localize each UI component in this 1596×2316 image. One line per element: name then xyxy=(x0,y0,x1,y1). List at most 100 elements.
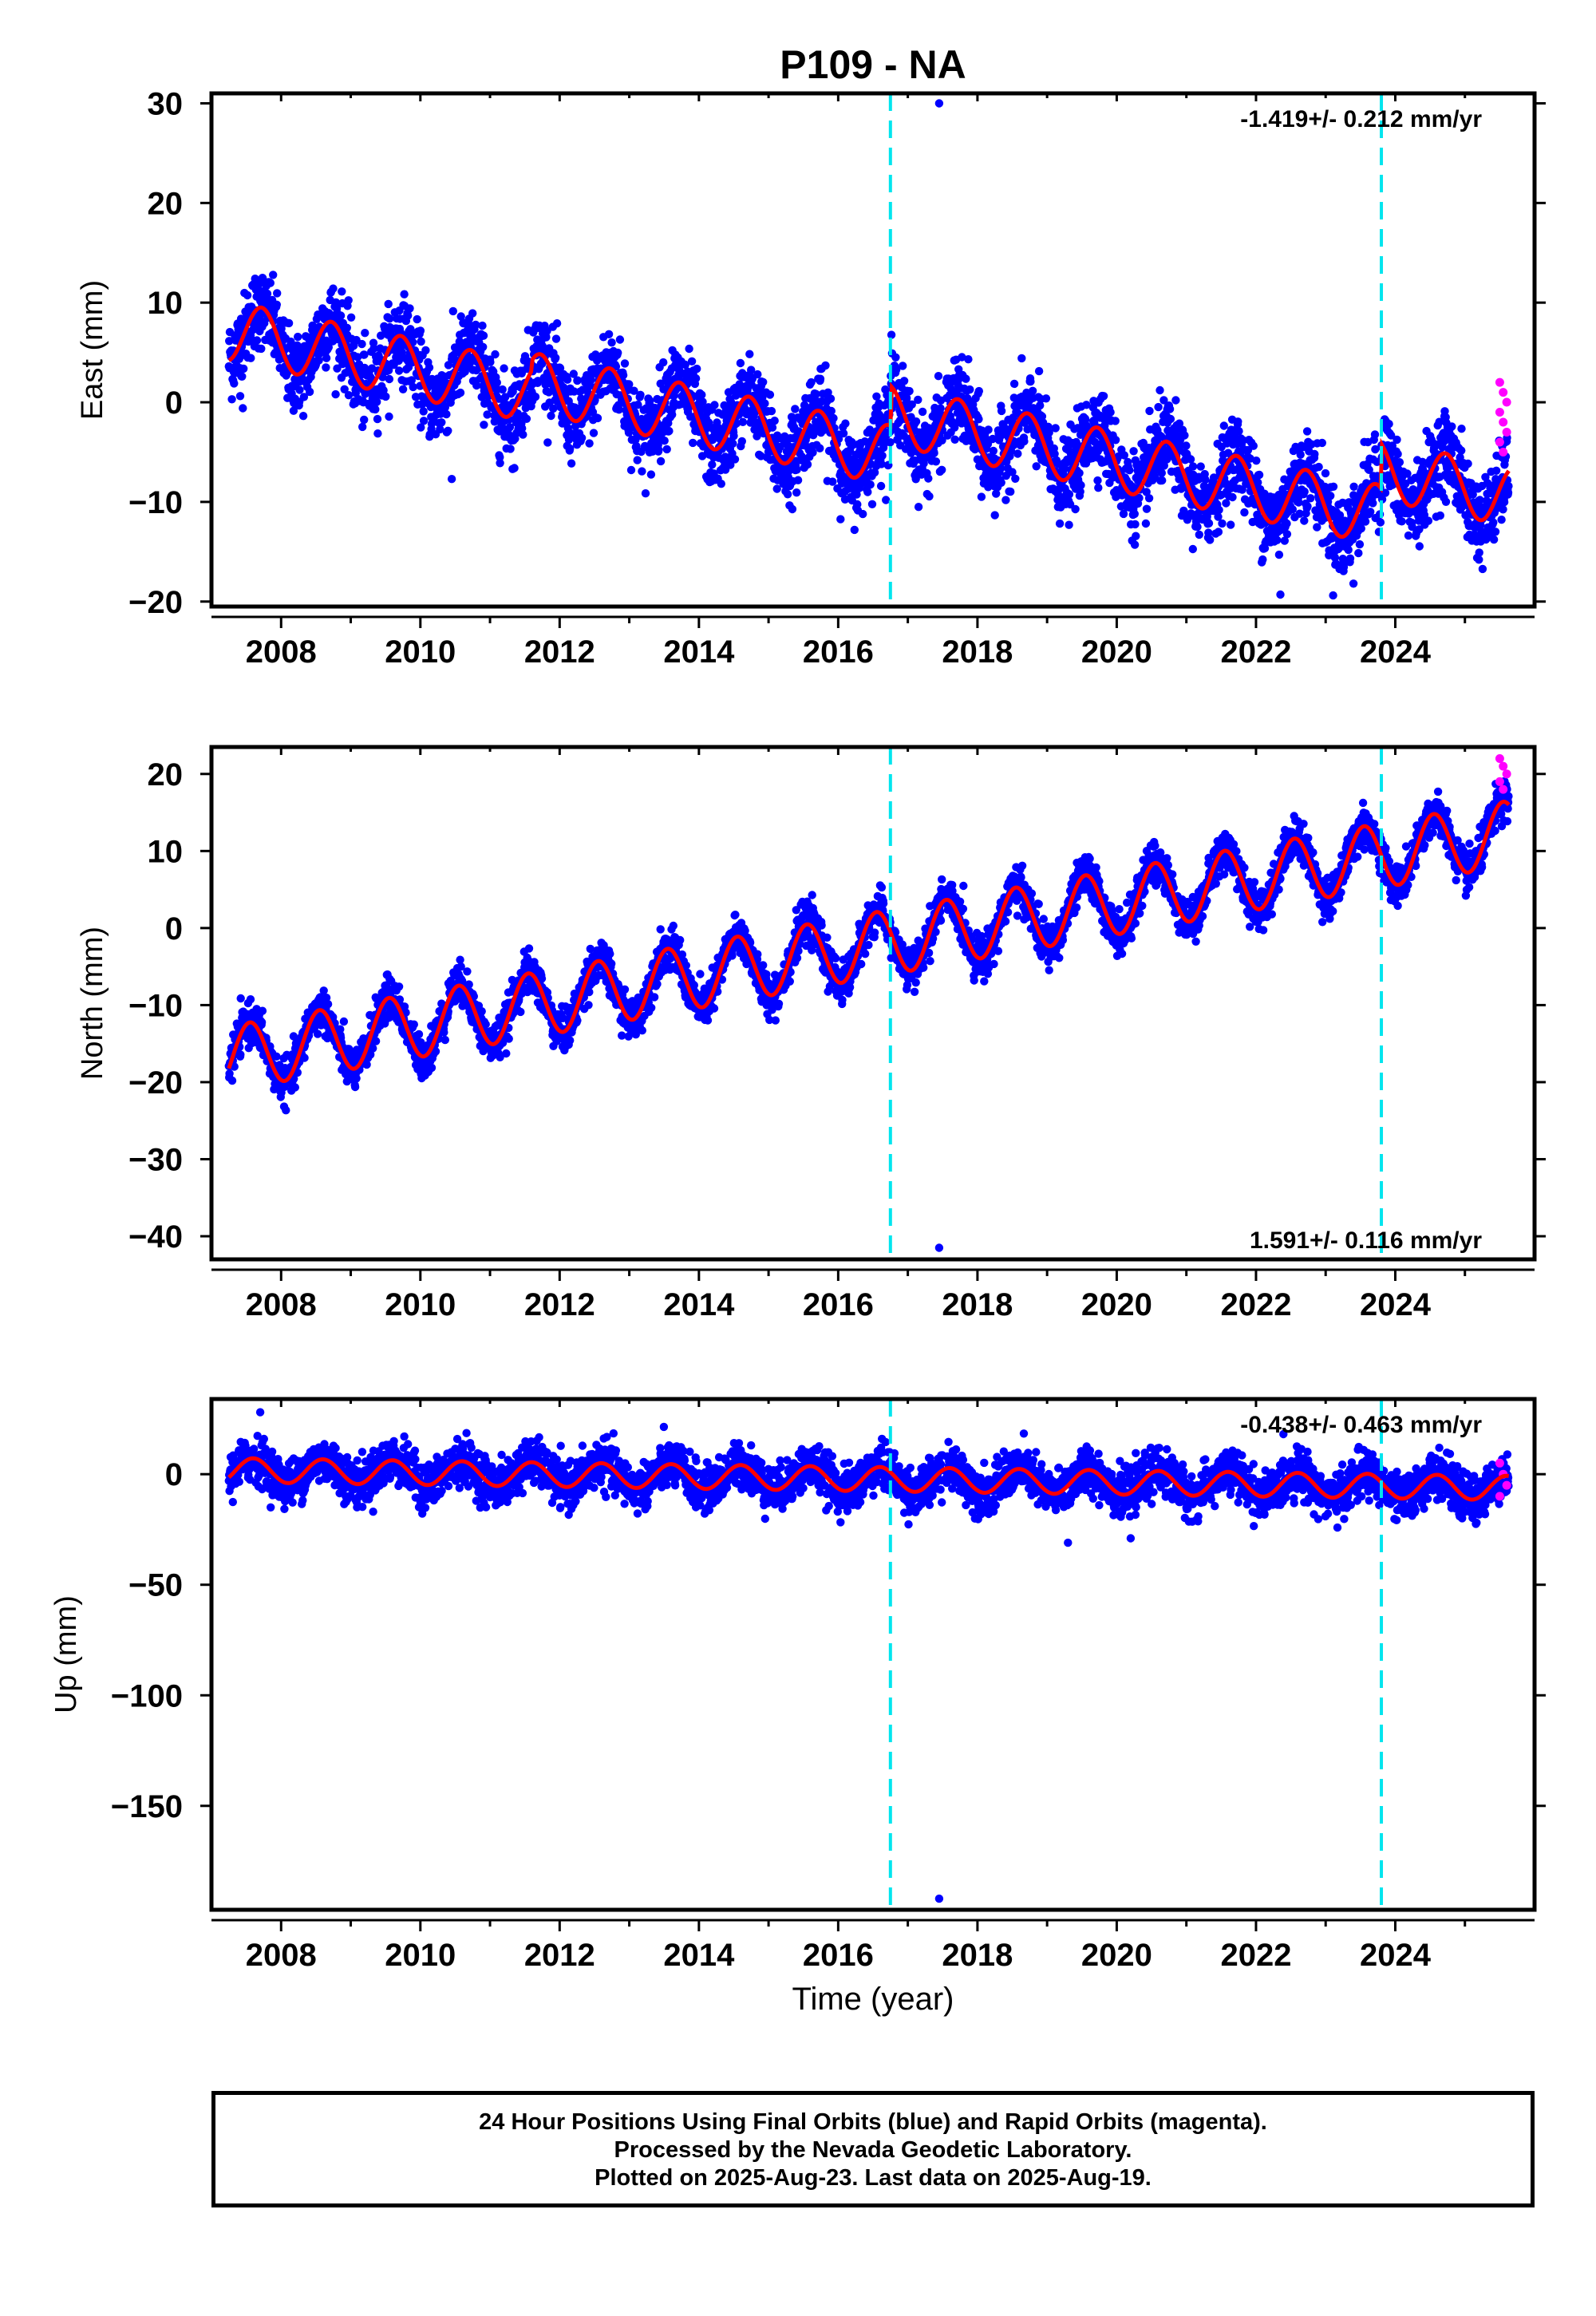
east-final-orbit-point xyxy=(566,444,575,453)
east-final-orbit-point xyxy=(404,311,413,320)
east-final-orbit-point xyxy=(1125,466,1134,475)
east-final-orbit-point xyxy=(496,453,504,462)
east-final-orbit-point xyxy=(865,425,875,434)
east-final-orbit-point xyxy=(1395,458,1404,467)
north-final-orbit-point xyxy=(339,1017,349,1026)
east-final-orbit-point xyxy=(1201,475,1210,484)
east-final-orbit-point xyxy=(552,319,562,328)
east-rapid-orbit-point xyxy=(1502,397,1511,407)
east-final-orbit-point xyxy=(456,388,465,397)
east-final-orbit-point xyxy=(506,445,515,453)
east-final-orbit-point xyxy=(1008,468,1017,476)
east-final-orbit-point xyxy=(417,423,425,432)
east-final-orbit-point xyxy=(662,445,671,454)
east-final-orbit-point xyxy=(1302,427,1312,436)
east-final-orbit-point xyxy=(1215,505,1223,515)
east-final-orbit-point xyxy=(1065,490,1074,499)
north-final-orbit-point xyxy=(394,982,404,991)
north-final-orbit-point xyxy=(227,1076,237,1085)
east-final-orbit-point xyxy=(931,457,941,466)
east-final-orbit-point xyxy=(547,411,555,421)
east-final-orbit-point xyxy=(1310,449,1319,459)
east-final-orbit-point xyxy=(930,449,938,457)
east-outlier-point xyxy=(934,99,944,108)
east-final-orbit-point xyxy=(284,318,294,328)
east-final-orbit-point xyxy=(448,306,457,316)
east-final-orbit-point xyxy=(1254,470,1264,480)
east-final-orbit-point xyxy=(1204,528,1213,537)
east-final-orbit-point xyxy=(870,468,879,477)
east-final-orbit-point xyxy=(824,388,832,397)
east-final-orbit-point xyxy=(950,435,959,444)
east-final-orbit-point xyxy=(593,413,602,423)
east-final-orbit-point xyxy=(665,426,674,436)
east-final-orbit-point xyxy=(1282,519,1291,528)
east-final-orbit-point xyxy=(344,391,354,400)
east-rapid-orbit-point xyxy=(1499,388,1508,397)
east-final-orbit-point xyxy=(974,415,983,424)
east-final-orbit-point xyxy=(1317,438,1327,448)
east-final-orbit-point xyxy=(373,397,381,406)
east-final-orbit-point xyxy=(710,401,719,409)
east-final-orbit-point xyxy=(872,392,881,401)
east-final-orbit-point xyxy=(753,370,762,379)
east-y-tick-label: 30 xyxy=(148,86,184,121)
east-final-orbit-point xyxy=(1300,516,1309,525)
east-final-orbit-point xyxy=(1227,520,1235,529)
east-velocity-label: -1.419+/- 0.212 mm/yr xyxy=(1240,106,1482,132)
east-final-orbit-point xyxy=(266,279,275,287)
east-final-orbit-point xyxy=(1017,354,1026,363)
east-final-orbit-point xyxy=(964,355,973,364)
figure-title: P109 - NA xyxy=(780,42,966,87)
east-final-orbit-point xyxy=(549,404,558,413)
east-final-orbit-point xyxy=(1240,508,1249,517)
east-final-orbit-point xyxy=(1009,379,1019,389)
east-final-orbit-point xyxy=(1129,447,1138,456)
east-final-orbit-point xyxy=(966,385,974,394)
north-final-orbit-point xyxy=(440,1028,448,1037)
east-final-orbit-point xyxy=(812,389,820,398)
east-final-orbit-point xyxy=(1306,494,1315,503)
east-final-orbit-point xyxy=(344,296,353,305)
east-final-orbit-point xyxy=(238,372,247,381)
east-final-orbit-point xyxy=(938,436,946,445)
east-final-orbit-point xyxy=(697,390,706,399)
east-final-orbit-point xyxy=(859,509,867,519)
east-y-tick-label: 20 xyxy=(148,186,184,221)
east-final-orbit-point xyxy=(729,439,737,448)
east-outlier-point xyxy=(510,464,519,472)
east-final-orbit-point xyxy=(225,337,234,346)
east-final-orbit-point xyxy=(1370,430,1380,439)
east-final-orbit-point xyxy=(563,375,572,384)
east-final-orbit-point xyxy=(962,374,970,383)
east-final-orbit-point xyxy=(899,362,907,370)
east-final-orbit-point xyxy=(239,364,248,373)
north-data-points xyxy=(224,754,1513,1252)
east-final-orbit-point xyxy=(641,489,650,498)
east-final-orbit-point xyxy=(1001,496,1010,504)
east-final-orbit-point xyxy=(436,425,444,434)
east-final-orbit-point xyxy=(295,385,304,394)
east-final-orbit-point xyxy=(783,490,792,499)
east-final-orbit-point xyxy=(907,400,916,409)
east-final-orbit-point xyxy=(1288,505,1298,514)
east-final-orbit-point xyxy=(905,386,914,396)
east-final-orbit-point xyxy=(413,314,421,324)
east-final-orbit-point xyxy=(298,412,308,421)
east-final-orbit-point xyxy=(1329,482,1338,491)
east-final-orbit-point xyxy=(1130,509,1140,519)
north-final-orbit-point xyxy=(352,1074,361,1083)
east-final-orbit-point xyxy=(726,397,736,406)
east-final-orbit-point xyxy=(1099,392,1108,401)
east-final-orbit-point xyxy=(551,354,560,362)
east-final-orbit-point xyxy=(892,366,901,374)
east-final-orbit-point xyxy=(689,438,697,448)
east-final-orbit-point xyxy=(826,394,836,403)
east-final-orbit-point xyxy=(1329,591,1337,600)
east-final-orbit-point xyxy=(492,378,501,387)
east-final-orbit-point xyxy=(1376,518,1385,527)
east-final-orbit-point xyxy=(977,492,986,501)
east-final-orbit-point xyxy=(656,456,666,466)
east-final-orbit-point xyxy=(1171,396,1180,405)
east-final-orbit-point xyxy=(471,320,480,330)
